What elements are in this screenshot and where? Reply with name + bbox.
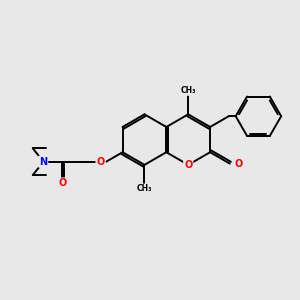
Text: O: O — [96, 157, 105, 167]
Text: O: O — [184, 160, 192, 170]
Text: CH₃: CH₃ — [181, 86, 196, 95]
Text: O: O — [58, 178, 67, 188]
Text: CH₃: CH₃ — [137, 184, 152, 194]
Text: O: O — [234, 159, 242, 169]
Text: N: N — [39, 157, 47, 167]
